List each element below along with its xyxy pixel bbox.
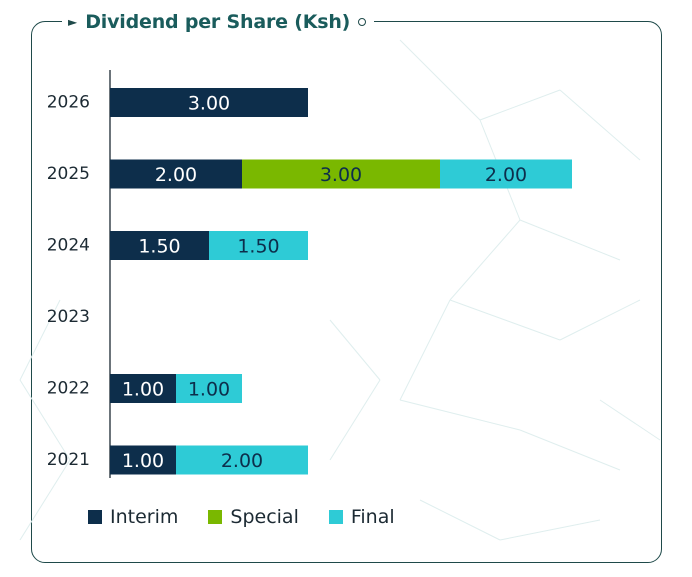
bar-value-label: 2.00: [485, 164, 527, 186]
category-label: 2022: [47, 379, 90, 399]
bar-value-label: 3.00: [320, 164, 362, 186]
bar-value-label: 2.00: [155, 164, 197, 186]
legend-swatch: [208, 510, 223, 524]
bar-final: [176, 445, 308, 475]
chart-title: Dividend per Share (Ksh): [85, 11, 351, 33]
legend-item-final: Final: [328, 506, 395, 528]
bar-value-label: 1.00: [122, 450, 164, 472]
bar-special: [242, 159, 440, 189]
bar-interim: [110, 445, 176, 475]
bar-interim: [110, 374, 176, 403]
legend-label: Special: [230, 506, 299, 528]
category-label: 2026: [47, 93, 90, 113]
bar-value-label: 3.00: [188, 93, 230, 115]
bar-value-label: 1.00: [122, 379, 164, 401]
bar-value-label: 1.50: [237, 236, 279, 258]
legend-item-special: Special: [208, 506, 299, 528]
legend-label: Interim: [110, 506, 179, 528]
bar-value-label: 1.50: [138, 236, 180, 258]
legend-swatch: [328, 510, 343, 524]
bar-interim: [110, 231, 209, 260]
category-label: 2023: [47, 307, 90, 327]
legend-item-interim: Interim: [88, 506, 178, 528]
bar-final: [209, 231, 308, 260]
background-pattern: [19, 39, 661, 541]
chart-legend: Interim Special Final: [88, 506, 395, 528]
bar-interim: [110, 159, 242, 189]
bar-final: [440, 159, 572, 189]
category-label: 2024: [47, 236, 90, 256]
bar-value-label: 2.00: [221, 450, 263, 472]
bar-value-label: 1.00: [188, 379, 230, 401]
legend-label: Final: [350, 506, 395, 528]
bar-interim: [110, 88, 308, 117]
category-label: 2021: [47, 450, 90, 470]
legend-swatch: [88, 510, 102, 524]
chart-title-container: ► Dividend per Share (Ksh): [62, 8, 375, 36]
bar-final: [176, 374, 242, 403]
title-arrow-icon: ►: [68, 15, 78, 29]
category-label: 2025: [47, 164, 90, 184]
title-dot-icon: [358, 18, 367, 26]
